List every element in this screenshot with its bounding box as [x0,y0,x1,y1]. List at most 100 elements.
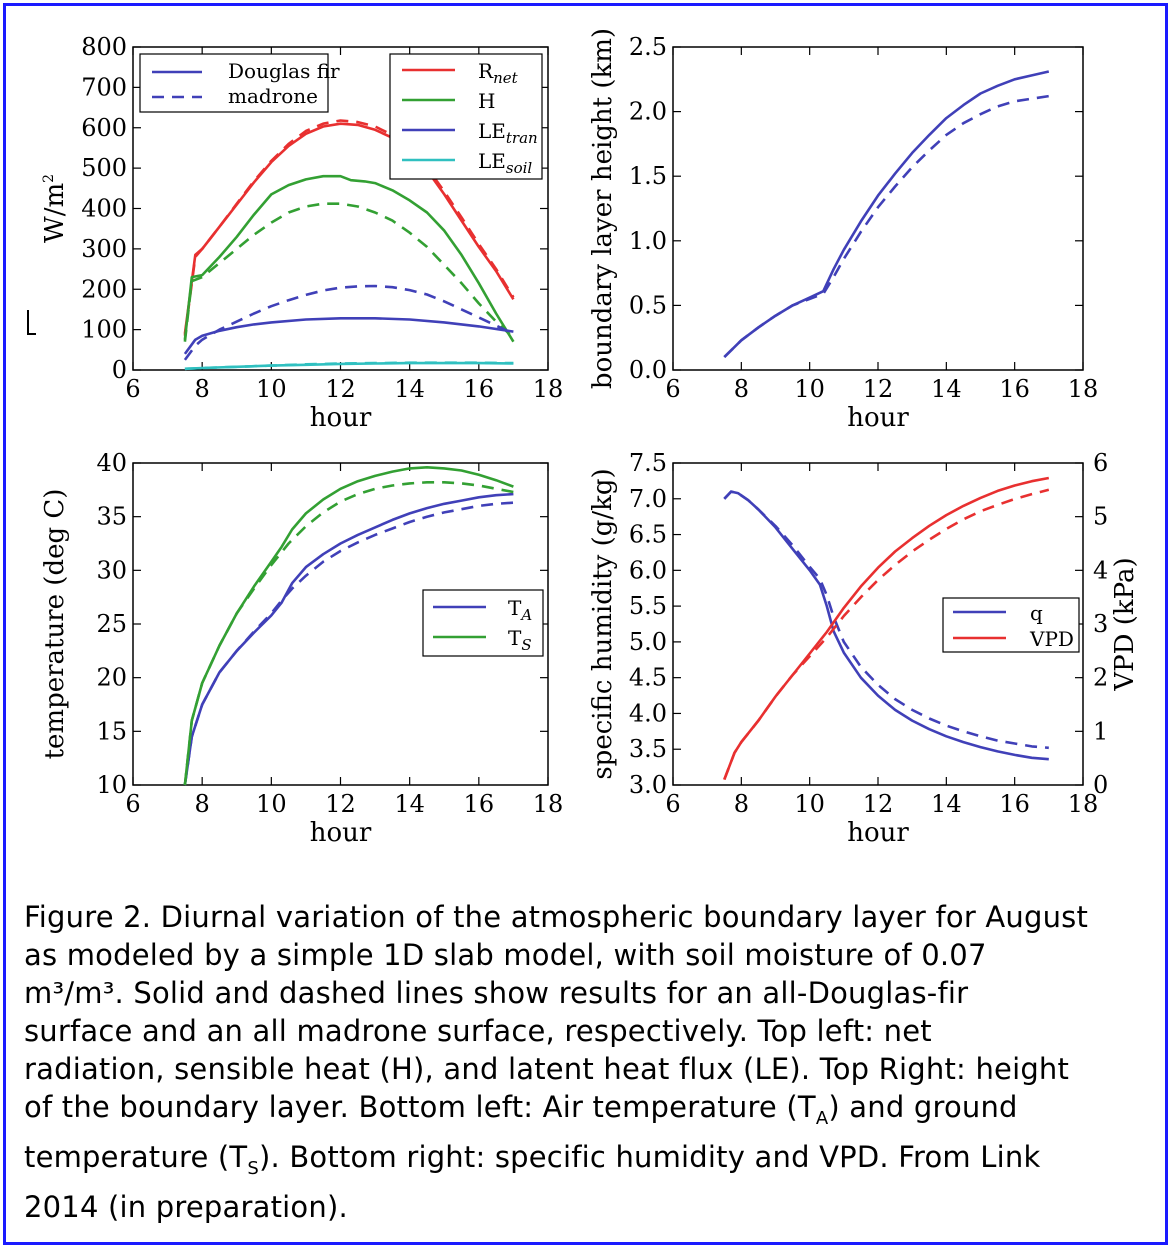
caption-line-6: of the boundary layer. Bottom left: Air … [24,1088,1154,1138]
y-tick-label: 25 [96,610,127,638]
x-tick-label: 18 [1068,790,1099,818]
figure-charts: 6 8 10 12 14 16 180100200300400500600700800hou… [27,28,1140,848]
y-axis-label: specific humidity (g/kg) [588,468,618,779]
y-axis-label: W/m2 [40,174,70,243]
series-line-2 [183,119,515,336]
stray-mark [27,310,36,335]
x-tick-label: 8 [734,375,749,403]
y-tick-label-right: 2 [1093,664,1108,692]
y-tick-label: 2.5 [629,33,667,61]
y-axis-label: boundary layer height (km) [588,28,618,389]
x-tick-label: 18 [1068,375,1099,403]
series-line-2 [723,490,1049,750]
legend-style-label: Douglas fir [228,59,340,83]
y-tick-label-right: 6 [1093,449,1108,477]
y-tick-label: 300 [81,235,127,263]
y-tick-label: 20 [96,664,127,692]
y-tick-label-right: 1 [1093,717,1108,745]
x-tick-label: 14 [931,375,962,403]
x-tick-label: 18 [533,375,564,403]
panel-2: 6 8 10 12 14 16 18 0.0 0.5 1.0 1.5 2.0 2.5 hour bounda… [588,28,1098,433]
series-line-3 [183,174,515,343]
y-tick-label: 1.5 [629,162,667,190]
y-tick-label: 200 [81,275,127,303]
legend-style-label: madrone [228,84,318,108]
x-tick-label: 12 [863,790,894,818]
caption-line-7-text: temperature (T [24,1139,248,1174]
panel-4: 6 8 10 12 14 16 183.03.54.04.55.05.56.06.57.07… [588,449,1140,848]
x-tick-label: 12 [325,790,356,818]
x-tick-label: 8 [195,790,210,818]
y-tick-label: 4.5 [629,664,667,692]
x-tick-label: 16 [464,375,495,403]
caption-sub-s: S [247,1157,259,1179]
x-tick-label: 8 [734,790,749,818]
y-tick-label: 35 [96,503,127,531]
panel-1: 6 8 10 12 14 16 18 0 100 200 300 400 500 600 700 800 hou… [40,33,563,433]
x-tick-label: 6 [665,790,680,818]
legend-temperature-sub: S [521,636,531,654]
y-tick-label: 800 [81,33,127,61]
figure-frame [3,3,1168,1245]
y-tick-label: 30 [96,556,127,584]
x-axis-label: hour [310,403,372,433]
x-tick-label: 6 [125,790,140,818]
y-tick-label: 700 [81,73,127,101]
x-tick-label: 10 [256,790,287,818]
series-line-4 [723,488,1050,781]
x-axis-label: hour [310,818,372,848]
y-tick-label: 6.5 [629,521,667,549]
y-tick-label: 40 [96,449,127,477]
x-axis-label: hour [847,818,909,848]
x-tick-label: 6 [125,375,140,403]
series-line-1 [723,70,1050,359]
caption-sub-a: A [815,1107,829,1129]
y-tick-label: 0.0 [629,356,667,384]
y-tick-label: 400 [81,195,127,223]
y-tick-label-right: 5 [1093,503,1108,531]
caption-line-5: radiation, sensible heat (H), and latent… [24,1052,1070,1086]
y-tick-label-right: 0 [1093,771,1108,799]
legend-style-box [139,53,329,113]
x-tick-label: 14 [931,790,962,818]
x-tick-label: 16 [464,790,495,818]
y-axis-label-right: VPD (kPa) [1110,557,1140,691]
x-tick-label: 12 [863,375,894,403]
x-tick-label: 16 [999,375,1030,403]
y-tick-label: 2.0 [629,98,667,126]
y-tick-label: 5.0 [629,628,667,656]
y-tick-label: 3.0 [629,771,667,799]
x-tick-label: 12 [325,375,356,403]
x-tick-label: 10 [256,375,287,403]
legend-series-label: H [478,89,495,113]
legend-series-sub: net [493,69,519,87]
caption-line-3: m³/m³. Solid and dashed lines show resul… [24,976,969,1010]
caption-line-7: temperature (TS). Bottom right: specific… [24,1138,1154,1188]
legend-series-sub: tran [506,129,538,147]
legend-temperature-box [422,589,544,657]
y-tick-label: 1.0 [629,227,667,255]
series-line-6 [183,284,514,361]
x-tick-label: 10 [794,375,825,403]
y-tick-label: 100 [81,316,127,344]
caption-line-1: Figure 2. Diurnal variation of the atmos… [24,900,1089,934]
caption-line-4: surface and an all madrone surface, resp… [24,1014,932,1048]
y-tick-label: 4.0 [629,699,667,727]
y-tick-label-right: 4 [1093,556,1108,584]
x-tick-label: 8 [195,375,210,403]
caption-line-8: 2014 (in preparation). [24,1189,348,1224]
y-tick-label: 3.5 [629,735,667,763]
y-tick-label: 5.5 [629,592,667,620]
y-tick-label: 600 [81,114,127,142]
caption-line-7-rest: ). Bottom right: specific humidity and V… [258,1139,1041,1174]
y-tick-label: 15 [96,717,127,745]
x-tick-label: 16 [999,790,1030,818]
x-tick-label: 18 [533,790,564,818]
x-tick-label: 14 [394,790,425,818]
series-line-3 [723,476,1050,781]
y-axis-label-sup: 2 [41,174,57,183]
legend-humidity-label: q [1030,601,1043,625]
